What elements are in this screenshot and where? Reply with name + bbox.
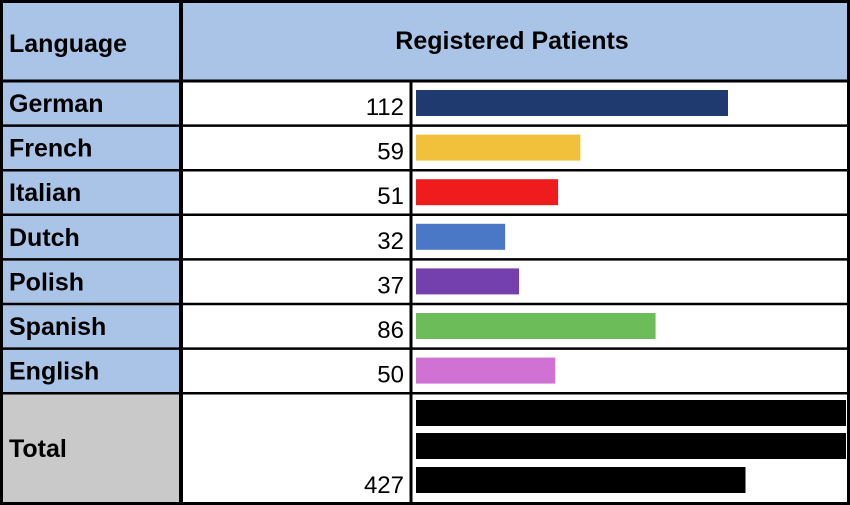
lang-cell-polish (0, 259, 181, 304)
total-data-bar (416, 400, 846, 493)
bar-french (416, 134, 581, 161)
value-label-dutch: 32 (377, 228, 404, 255)
bar-polish (416, 268, 520, 295)
language-label-english: English (9, 358, 99, 386)
value-label-spanish: 86 (377, 317, 404, 344)
bar-german (416, 90, 728, 116)
lang-cell-italian (0, 170, 181, 215)
bar-english (416, 357, 556, 384)
bar-dutch (416, 223, 506, 250)
lang-cell-french (0, 125, 181, 171)
total-bar-segment-3 (416, 467, 746, 493)
value-label-polish: 37 (377, 272, 404, 299)
total-bar-segment-1 (416, 400, 846, 426)
bar-italian (416, 179, 559, 206)
total-value: 427 (364, 472, 404, 499)
data-rows: German 112 French 59 Italian 51 Dutch 32 Polish 3… (0, 81, 728, 394)
language-label-french: French (9, 135, 92, 163)
header-language-label: Language (9, 30, 127, 58)
value-label-german: 112 (366, 94, 404, 121)
bar-spanish (416, 313, 656, 339)
lang-cell-english (0, 348, 181, 394)
header-patients-cell (181, 0, 850, 81)
header-language-cell (0, 0, 181, 81)
language-label-polish: Polish (9, 268, 84, 296)
lang-cell-dutch (0, 214, 181, 260)
total-bar-segment-2 (416, 433, 846, 459)
value-label-italian: 51 (377, 183, 404, 210)
lang-cell-spanish (0, 304, 181, 349)
total-label: Total (9, 435, 67, 463)
language-label-dutch: Dutch (9, 224, 80, 252)
header-patients-label: Registered Patients (395, 27, 628, 55)
total-label-cell (0, 393, 181, 505)
value-label-french: 59 (377, 139, 404, 166)
language-label-german: German (9, 90, 103, 118)
language-label-spanish: Spanish (9, 313, 106, 341)
language-label-italian: Italian (9, 179, 81, 207)
lang-cell-german (0, 81, 181, 126)
value-label-english: 50 (377, 362, 404, 389)
